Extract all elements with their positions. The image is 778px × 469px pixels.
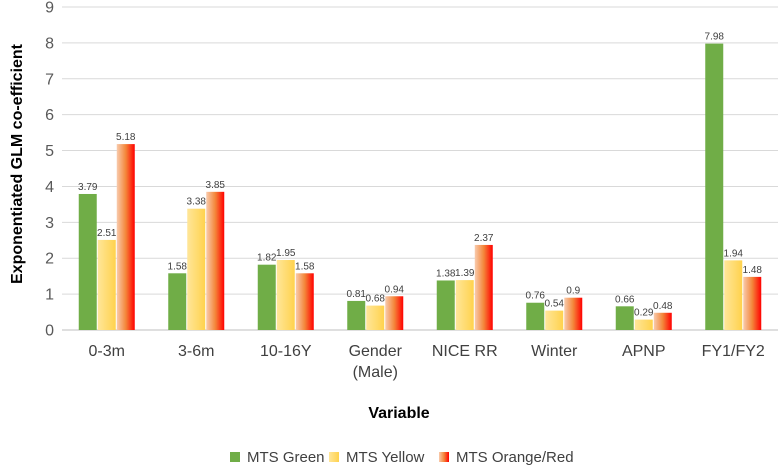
bars: [78, 43, 762, 331]
y-tick-label: 3: [45, 215, 54, 232]
bar-mts-orange-red: [295, 273, 314, 330]
bar-mts-yellow: [634, 319, 653, 330]
data-label: 3.85: [206, 180, 226, 191]
data-label: 2.51: [97, 228, 117, 239]
data-label: 1.82: [257, 253, 277, 264]
y-tick-label: 7: [45, 71, 54, 88]
data-label: 1.48: [743, 265, 763, 276]
bar-mts-yellow: [724, 260, 743, 330]
x-category-label: (Male): [353, 364, 398, 381]
bar-mts-yellow: [97, 239, 116, 330]
y-axis-ticks: 0 1 2 3 4 5 6 7 8 9: [45, 0, 54, 340]
data-label: 1.58: [168, 261, 188, 272]
bar-mts-yellow: [545, 310, 564, 330]
bar-mts-green: [615, 306, 634, 330]
data-label: 0.68: [366, 294, 386, 305]
x-category-label: Winter: [531, 343, 578, 360]
bar-mts-green: [526, 302, 545, 330]
data-label: 0.9: [566, 286, 580, 297]
x-category-label: APNP: [622, 343, 666, 360]
x-category-label: FY1/FY2: [702, 343, 765, 360]
y-tick-label: 5: [45, 143, 54, 160]
data-label: 1.58: [295, 261, 315, 272]
bar-mts-orange-red: [474, 244, 493, 330]
x-category-label: 10-16Y: [260, 343, 312, 360]
bar-mts-yellow: [455, 280, 474, 330]
data-label: 3.79: [78, 182, 98, 193]
y-tick-label: 6: [45, 107, 54, 124]
data-label: 0.29: [634, 308, 654, 319]
x-axis-title: Variable: [368, 405, 429, 422]
data-label: 1.95: [276, 248, 296, 259]
y-axis-title: Exponentiated GLM co-efficient: [9, 43, 26, 284]
data-label: 2.37: [474, 233, 494, 244]
x-category-label: 0-3m: [89, 343, 125, 360]
x-axis-categories: 0-3m 3-6m 10-16Y Gender (Male) NICE RR Winter A…: [89, 343, 765, 381]
bar-mts-green: [78, 193, 97, 330]
legend-swatch: [329, 452, 339, 462]
bar-mts-orange-red: [653, 312, 672, 330]
legend-swatch: [439, 452, 449, 462]
legend-label: MTS Orange/Red: [456, 449, 574, 466]
legend-label: MTS Yellow: [346, 449, 425, 466]
y-tick-label: 8: [45, 35, 54, 52]
bar-mts-green: [347, 300, 366, 330]
legend-swatch: [230, 452, 240, 462]
bar-mts-orange-red: [206, 191, 225, 330]
bar-mts-orange-red: [743, 276, 762, 330]
data-label: 0.76: [526, 291, 546, 302]
bar-mts-orange-red: [116, 144, 135, 330]
data-label: 1.39: [455, 268, 475, 279]
data-label: 1.38: [436, 268, 456, 279]
bar-mts-green: [257, 264, 276, 330]
bar-mts-yellow: [276, 260, 295, 330]
legend-label: MTS Green: [247, 449, 325, 466]
bar-mts-yellow: [187, 208, 206, 330]
y-tick-label: 1: [45, 287, 54, 304]
data-label: 0.54: [545, 299, 565, 310]
bar-mts-orange-red: [564, 297, 583, 330]
y-tick-label: 2: [45, 251, 54, 268]
data-label: 0.66: [615, 294, 635, 305]
bar-mts-yellow: [366, 305, 385, 330]
bar-mts-green: [168, 273, 187, 330]
y-tick-label: 0: [45, 323, 54, 340]
data-label: 5.18: [116, 132, 136, 143]
data-label: 3.38: [187, 197, 207, 208]
data-label: 0.81: [347, 289, 367, 300]
data-label: 0.48: [653, 301, 673, 312]
x-category-label: NICE RR: [432, 343, 498, 360]
bar-mts-green: [436, 280, 455, 330]
y-tick-label: 4: [45, 179, 54, 196]
bar-mts-green: [705, 43, 724, 331]
legend: MTS Green MTS Yellow MTS Orange/Red: [230, 449, 574, 466]
x-category-label: 3-6m: [178, 343, 214, 360]
x-category-label: Gender: [349, 343, 403, 360]
bar-mts-orange-red: [385, 296, 404, 330]
y-tick-label: 9: [45, 0, 54, 17]
data-label: 0.94: [385, 284, 405, 295]
data-labels: 3.79 2.51 5.18 1.58 3.38 3.85 1.82 1.95 1.58 0.81…: [78, 32, 762, 319]
data-label: 7.98: [705, 32, 725, 43]
data-label: 1.94: [724, 248, 744, 259]
